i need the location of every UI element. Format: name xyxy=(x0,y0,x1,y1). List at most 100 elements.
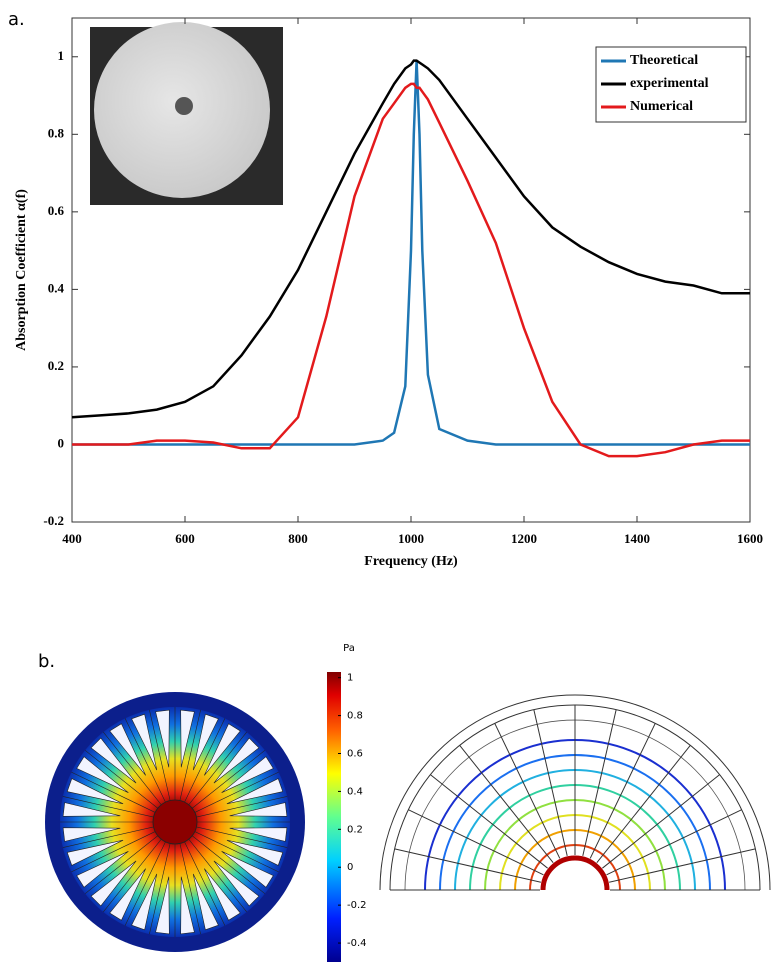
spoke xyxy=(71,831,156,873)
spoke xyxy=(84,750,158,809)
rib xyxy=(494,723,561,859)
slot xyxy=(192,873,219,931)
rib xyxy=(408,809,544,876)
x-tick-label: 1200 xyxy=(511,531,537,546)
x-tick-label: 1000 xyxy=(398,531,424,546)
spoke xyxy=(124,841,166,926)
slot xyxy=(76,756,129,793)
slot xyxy=(204,723,241,776)
spoke xyxy=(194,831,279,873)
colorbar-tick-label: 0 xyxy=(347,862,353,873)
hub xyxy=(540,855,610,891)
slot xyxy=(229,827,288,842)
spoke xyxy=(188,731,247,805)
x-tick-label: 600 xyxy=(175,531,195,546)
spoke xyxy=(179,709,201,801)
spoke xyxy=(124,718,166,803)
y-tick-label: 0.4 xyxy=(48,280,65,295)
legend-label: Theoretical xyxy=(630,53,698,68)
spoke xyxy=(62,826,154,848)
rib xyxy=(394,848,541,883)
y-axis-label: Absorption Coefficient α(f) xyxy=(14,189,29,351)
slot xyxy=(62,802,121,817)
y-tick-label: 0.8 xyxy=(48,125,65,140)
spoke xyxy=(62,796,154,818)
x-tick-label: 1400 xyxy=(624,531,650,546)
spoke xyxy=(179,843,201,935)
slot xyxy=(213,860,260,907)
series-line xyxy=(72,82,750,458)
spoke xyxy=(71,771,156,813)
colorbar-tick-label: -0.2 xyxy=(347,900,367,911)
rib xyxy=(582,709,617,856)
rib xyxy=(602,774,720,869)
legend-label: experimental xyxy=(630,76,709,91)
spoke xyxy=(196,826,288,848)
pressure-field-disc xyxy=(45,692,305,952)
y-tick-label: 0 xyxy=(58,435,65,450)
slot xyxy=(180,876,195,935)
center-hole xyxy=(152,799,198,845)
spoke xyxy=(149,843,171,935)
spoke xyxy=(194,771,279,813)
panel-label: b. xyxy=(38,651,55,672)
slot xyxy=(109,868,146,921)
slot xyxy=(155,709,170,768)
spoke xyxy=(192,835,266,894)
slot xyxy=(131,873,158,931)
y-tick-label: 0.2 xyxy=(48,358,64,373)
rib xyxy=(459,745,554,863)
slot xyxy=(221,851,274,888)
slot xyxy=(109,723,146,776)
spoke xyxy=(192,750,266,809)
colorbar-tick-label: 1 xyxy=(347,673,353,684)
slot xyxy=(76,851,129,888)
spoke xyxy=(149,709,171,801)
slot xyxy=(226,839,284,866)
colorbar-tick-label: -0.4 xyxy=(347,938,367,949)
colorbar-tick-label: 0.4 xyxy=(347,786,363,797)
rib xyxy=(606,809,742,876)
spoke xyxy=(103,731,162,805)
y-tick-label: 0.6 xyxy=(48,203,65,218)
spoke xyxy=(184,841,226,926)
slot xyxy=(229,802,288,817)
slot xyxy=(226,778,284,805)
rib xyxy=(609,848,756,883)
slot xyxy=(90,860,137,907)
x-tick-label: 1600 xyxy=(737,531,763,546)
slot xyxy=(192,713,219,771)
x-tick-label: 800 xyxy=(288,531,308,546)
rib xyxy=(533,709,568,856)
colorbar xyxy=(327,672,341,962)
panel-label: a. xyxy=(8,9,25,30)
slot xyxy=(213,737,260,784)
spoke xyxy=(103,839,162,913)
spoke xyxy=(188,839,247,913)
colorbar-tick-label: 0.2 xyxy=(347,824,363,835)
spoke xyxy=(196,796,288,818)
y-tick-label: -0.2 xyxy=(43,513,64,528)
slot xyxy=(131,713,158,771)
colorbar-tick-label: 0.8 xyxy=(347,711,363,722)
rib xyxy=(430,774,548,869)
slot xyxy=(180,709,195,768)
arc xyxy=(379,694,771,891)
x-tick-label: 400 xyxy=(62,531,82,546)
slot xyxy=(221,756,274,793)
colorbar-unit: Pa xyxy=(343,643,355,654)
wireframe-model xyxy=(379,694,771,891)
slot xyxy=(90,737,137,784)
series-line xyxy=(71,59,750,419)
inset-photo xyxy=(90,22,283,205)
slot xyxy=(66,839,124,866)
slot xyxy=(62,827,121,842)
y-tick-label: 1 xyxy=(58,48,65,63)
rib xyxy=(589,723,656,859)
colorbar-tick-label: 0.6 xyxy=(347,749,363,760)
slot xyxy=(155,876,170,935)
spoke xyxy=(84,835,158,894)
rib xyxy=(596,745,691,863)
spoke xyxy=(184,718,226,803)
